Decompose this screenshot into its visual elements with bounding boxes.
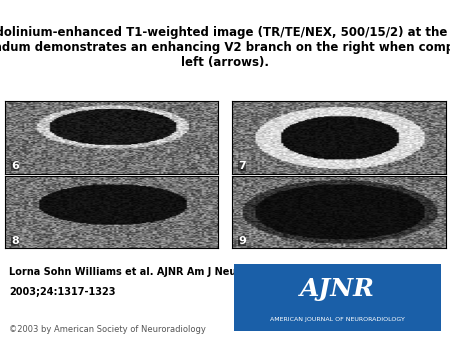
Text: Coronal gadolinium-enhanced T1-weighted image (TR/TE/NEX, 500/15/2) at the level: Coronal gadolinium-enhanced T1-weighted … <box>0 26 450 69</box>
Text: 8: 8 <box>11 236 18 245</box>
Text: 2003;24:1317-1323: 2003;24:1317-1323 <box>9 287 116 297</box>
Text: ©2003 by American Society of Neuroradiology: ©2003 by American Society of Neuroradiol… <box>9 325 206 334</box>
Text: 7: 7 <box>238 161 246 171</box>
Text: 6: 6 <box>11 161 19 171</box>
Text: AMERICAN JOURNAL OF NEURORADIOLOGY: AMERICAN JOURNAL OF NEURORADIOLOGY <box>270 317 405 321</box>
Text: AJNR: AJNR <box>300 277 375 301</box>
Text: 9: 9 <box>238 236 246 245</box>
Text: Lorna Sohn Williams et al. AJNR Am J Neuroradiol: Lorna Sohn Williams et al. AJNR Am J Neu… <box>9 267 280 277</box>
